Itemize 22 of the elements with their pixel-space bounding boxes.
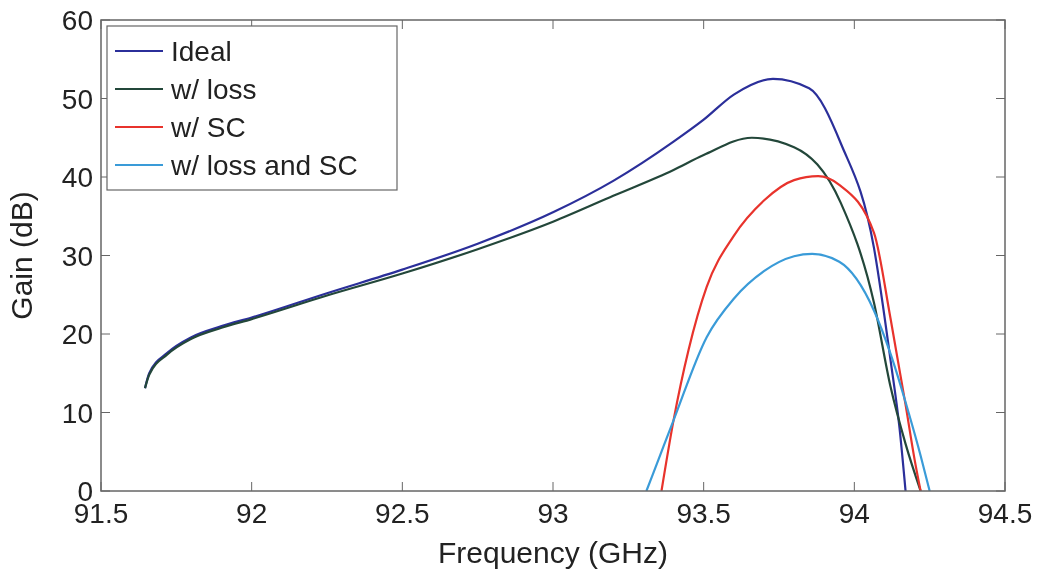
legend-label: w/ SC bbox=[170, 112, 246, 143]
x-tick-label: 93 bbox=[537, 498, 569, 529]
y-tick-label: 60 bbox=[61, 5, 93, 36]
legend-label: Ideal bbox=[171, 36, 232, 67]
x-tick-label: 93.5 bbox=[676, 498, 731, 529]
y-tick-label: 30 bbox=[61, 240, 93, 272]
line-series bbox=[143, 136, 922, 491]
legend-label: w/ loss bbox=[170, 74, 257, 105]
x-tick-label: 92 bbox=[236, 498, 268, 529]
x-tick-label: 94 bbox=[838, 498, 870, 529]
y-tick-label: 20 bbox=[61, 319, 93, 350]
line-series bbox=[645, 252, 931, 491]
y-tick-label: 10 bbox=[61, 397, 93, 429]
legend-label: w/ loss and SC bbox=[170, 150, 358, 181]
x-axis-title: Frequency (GHz) bbox=[437, 536, 669, 569]
y-tick-label: 40 bbox=[61, 162, 93, 193]
y-axis-title: Gain (dB) bbox=[5, 191, 38, 320]
x-tick-label: 94.5 bbox=[977, 498, 1033, 529]
line-series bbox=[143, 77, 907, 491]
y-tick-label: 50 bbox=[61, 83, 93, 115]
x-tick-label: 92.5 bbox=[375, 498, 430, 529]
line-series bbox=[660, 175, 922, 491]
